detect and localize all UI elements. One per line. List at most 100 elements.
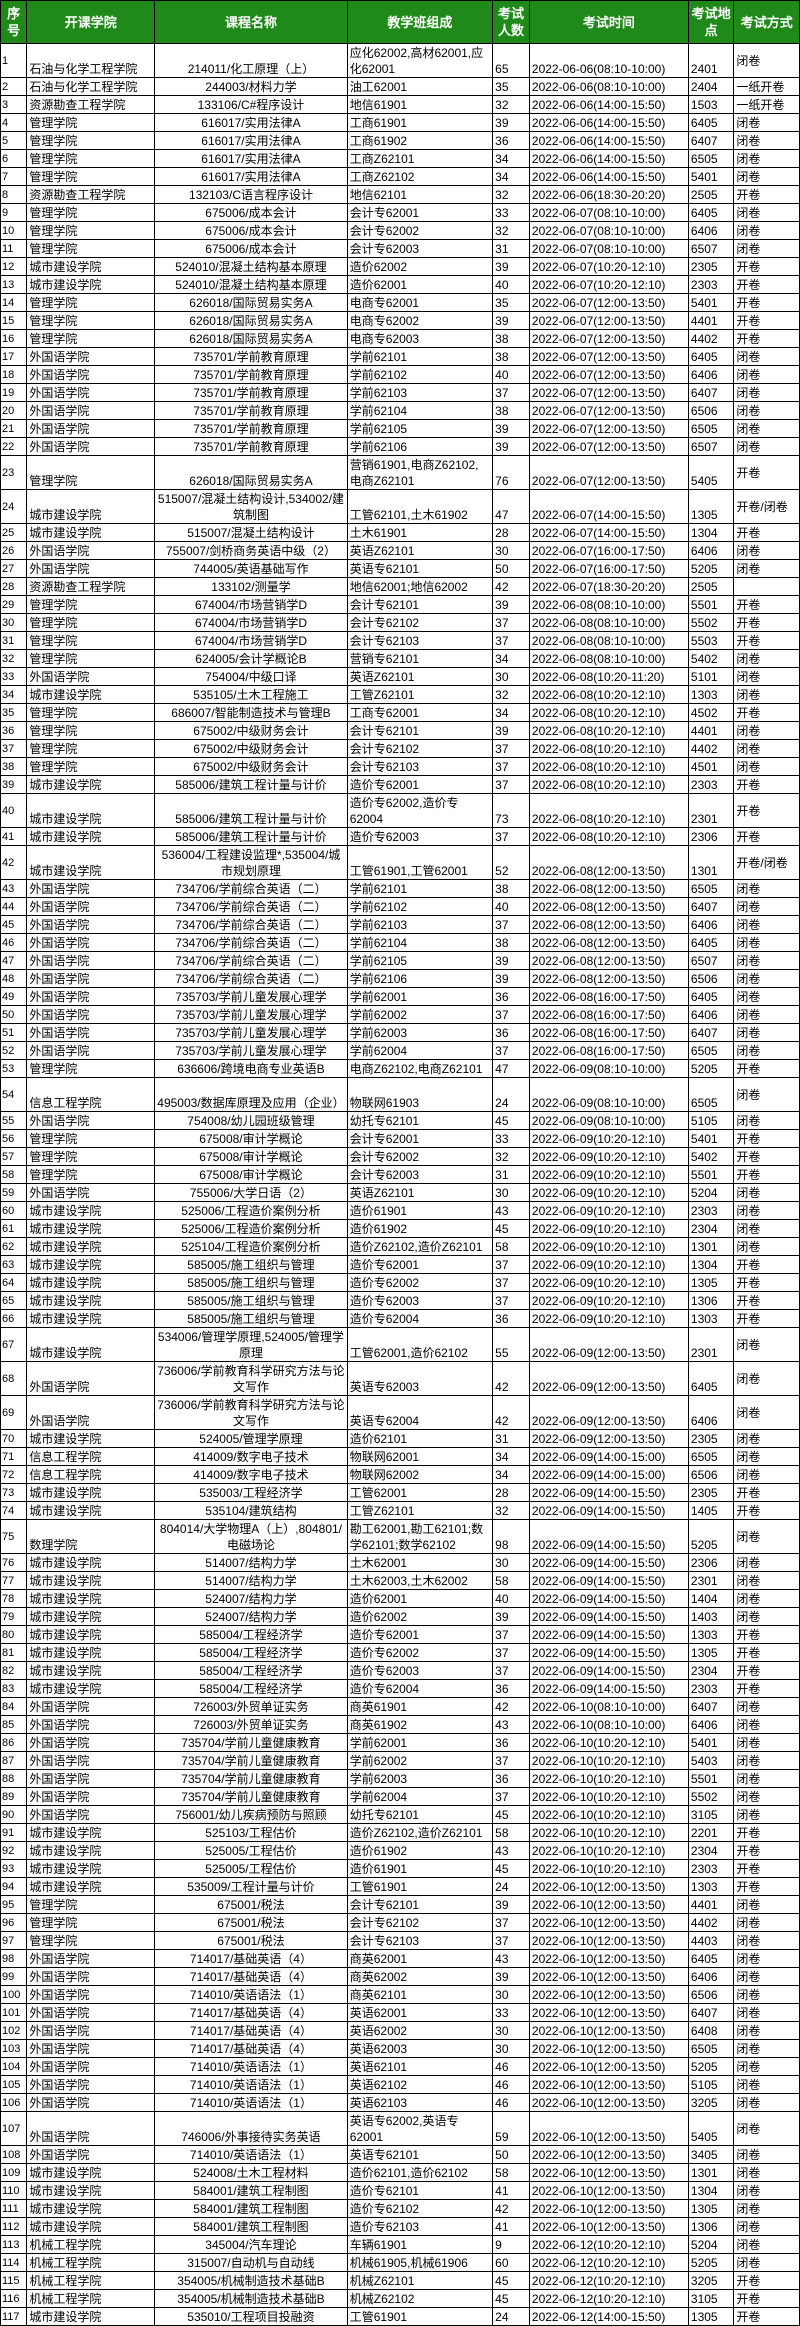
cell-room: 6406	[687, 365, 735, 384]
cell-room: 6406	[687, 1395, 735, 1430]
cell-time: 2022-06-07(12:00-13:50)	[528, 311, 689, 330]
cell-room: 3205	[687, 2271, 735, 2290]
cell-type: 闭卷	[733, 649, 800, 668]
cell-count: 36	[492, 1769, 530, 1788]
cell-course: 584001/建筑工程制图	[154, 2181, 348, 2200]
table-row: 46 外国语学院 734706/学前综合英语（二） 学前62104 38 2022-06-…	[0, 933, 800, 952]
cell-time: 2022-06-10(10:20-12:10)	[528, 1751, 689, 1770]
cell-type: 闭卷	[733, 203, 800, 222]
table-row: 72 信息工程学院 414009/数字电子技术 物联网62002 34 2022-06-0…	[0, 1465, 800, 1484]
cell-time: 2022-06-09(14:00-15:50)	[528, 1661, 689, 1680]
cell-type: 闭卷	[733, 113, 800, 132]
cell-room: 1305	[687, 1643, 735, 1662]
cell-college: 管理学院	[26, 1913, 156, 1932]
cell-type: 闭卷	[733, 1589, 800, 1608]
cell-classes: 工管62101,土木61902	[346, 489, 494, 524]
cell-no: 72	[0, 1465, 28, 1484]
cell-classes: 造价专62003	[346, 1661, 494, 1680]
cell-type: 闭卷	[733, 2093, 800, 2112]
cell-classes: 学前62001	[346, 1733, 494, 1752]
cell-no: 114	[0, 2253, 28, 2272]
cell-room: 3405	[687, 2145, 735, 2164]
cell-time: 2022-06-06(14:00-15:50)	[528, 131, 689, 150]
cell-no: 14	[0, 293, 28, 312]
cell-course: 515007/混凝土结构设计,534002/建筑制图	[154, 489, 348, 524]
cell-classes: 造价Z62102,造价Z62101	[346, 1237, 494, 1256]
table-row: 117 城市建设学院 535010/工程项目投融资 工管61901 24 2022-06-…	[0, 2307, 800, 2326]
cell-type: 开卷	[733, 2289, 800, 2308]
table-row: 18 外国语学院 735701/学前教育原理 学前62102 40 2022-06-07(…	[0, 365, 800, 384]
cell-type: 开卷	[733, 1841, 800, 1860]
cell-no: 17	[0, 347, 28, 366]
header-count: 考试人数	[492, 0, 530, 44]
cell-count: 38	[492, 329, 530, 348]
cell-course: 624005/会计学概论B	[154, 649, 348, 668]
cell-course: 755007/剑桥商务英语中级（2）	[154, 541, 348, 560]
cell-college: 管理学院	[26, 1059, 156, 1078]
cell-type: 闭卷	[733, 1913, 800, 1932]
cell-college: 城市建设学院	[26, 1483, 156, 1502]
cell-no: 35	[0, 703, 28, 722]
cell-no: 71	[0, 1447, 28, 1466]
cell-course: 535003/工程经济学	[154, 1483, 348, 1502]
cell-course: 525006/工程造价案例分析	[154, 1219, 348, 1238]
cell-no: 25	[0, 523, 28, 542]
cell-classes: 工管61901	[346, 1877, 494, 1896]
cell-college: 管理学院	[26, 703, 156, 722]
cell-room: 2301	[687, 1327, 735, 1362]
cell-count: 55	[492, 1327, 530, 1362]
table-row: 44 外国语学院 734706/学前综合英语（二） 学前62102 40 2022-06-…	[0, 897, 800, 916]
cell-type: 闭卷	[733, 897, 800, 916]
cell-college: 外国语学院	[26, 915, 156, 934]
table-row: 16 管理学院 626018/国际贸易实务A 电商专62003 38 2022-06-07…	[0, 329, 800, 348]
cell-type: 闭卷	[733, 1715, 800, 1734]
cell-time: 2022-06-09(14:00-15:50)	[528, 1553, 689, 1572]
cell-type: 闭卷	[733, 2057, 800, 2076]
cell-course: 735704/学前儿童健康教育	[154, 1787, 348, 1806]
cell-no: 5	[0, 131, 28, 150]
cell-room: 5205	[687, 2253, 735, 2272]
cell-course: 804014/大学物理A（上）,804801/电磁场论	[154, 1519, 348, 1554]
cell-room: 1405	[687, 1501, 735, 1520]
cell-no: 76	[0, 1553, 28, 1572]
cell-room: 4401	[687, 721, 735, 740]
cell-college: 外国语学院	[26, 987, 156, 1006]
cell-time: 2022-06-09(10:20-12:10)	[528, 1273, 689, 1292]
cell-type: 开卷	[733, 2271, 800, 2290]
cell-course: 746006/外事接待实务英语	[154, 2111, 348, 2146]
cell-course: 734706/学前综合英语（二）	[154, 879, 348, 898]
cell-classes: 学前62104	[346, 401, 494, 420]
cell-no: 24	[0, 489, 28, 524]
cell-time: 2022-06-10(10:20-12:10)	[528, 1733, 689, 1752]
cell-classes: 会计专62102	[346, 1913, 494, 1932]
cell-room: 1304	[687, 2181, 735, 2200]
cell-no: 75	[0, 1519, 28, 1554]
cell-classes: 造价62001	[346, 275, 494, 294]
cell-time: 2022-06-10(12:00-13:50)	[528, 1913, 689, 1932]
cell-count: 65	[492, 43, 530, 78]
cell-course: 585005/施工组织与管理	[154, 1291, 348, 1310]
cell-count: 42	[492, 1395, 530, 1430]
cell-college: 外国语学院	[26, 419, 156, 438]
cell-time: 2022-06-08(10:20-12:10)	[528, 827, 689, 846]
cell-type: 开卷	[733, 1129, 800, 1148]
cell-type: 闭卷	[733, 365, 800, 384]
cell-type: 闭卷	[733, 2021, 800, 2040]
cell-no: 67	[0, 1327, 28, 1362]
cell-room: 1306	[687, 1291, 735, 1310]
cell-no: 47	[0, 951, 28, 970]
cell-type: 闭卷	[733, 757, 800, 776]
cell-course: 514007/结构力学	[154, 1553, 348, 1572]
cell-classes: 英语62001	[346, 2003, 494, 2022]
cell-classes: 学前62001	[346, 987, 494, 1006]
cell-no: 84	[0, 1697, 28, 1716]
cell-room: 1503	[687, 95, 735, 114]
table-row: 74 城市建设学院 535104/建筑结构 工管Z62101 32 2022-06-09(…	[0, 1501, 800, 1520]
cell-course: 754004/中级口译	[154, 667, 348, 686]
cell-no: 94	[0, 1877, 28, 1896]
cell-course: 616017/实用法律A	[154, 167, 348, 186]
cell-classes: 油工62001	[346, 77, 494, 96]
cell-no: 64	[0, 1273, 28, 1292]
table-row: 76 城市建设学院 514007/结构力学 土木62001 30 2022-06-09(1…	[0, 1553, 800, 1572]
cell-count: 43	[492, 1949, 530, 1968]
